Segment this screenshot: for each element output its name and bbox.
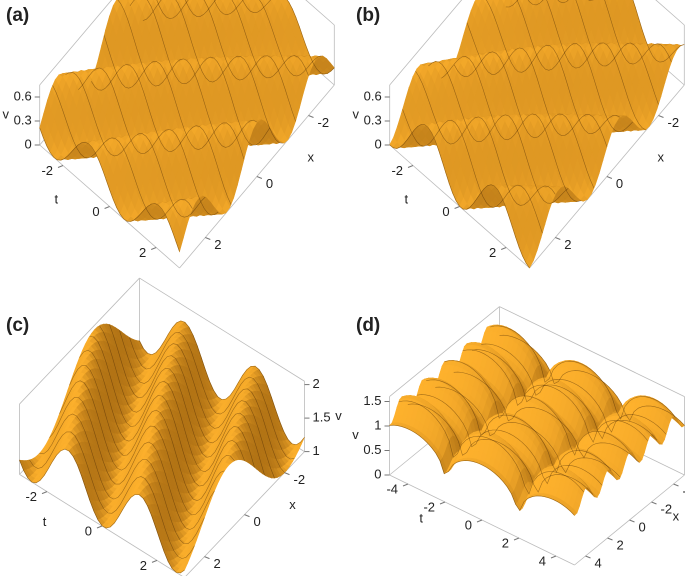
surface [39, 0, 335, 253]
panel-label: (a) [6, 5, 29, 26]
panel-label: (c) [6, 315, 29, 336]
x-tick-label: -2 [294, 472, 306, 487]
t-tick-label: -2 [25, 489, 37, 504]
tick [151, 247, 157, 250]
surface [389, 0, 685, 269]
tick [41, 491, 48, 495]
tick [658, 115, 664, 118]
x-tick-label: -2 [668, 115, 680, 130]
t-tick-label: 0 [92, 204, 99, 219]
v-tick-label: 0.3 [14, 112, 32, 127]
x-tick-label: -2 [318, 115, 330, 130]
v-tick-label: 1 [313, 443, 320, 458]
v-tick-label: 0 [374, 136, 381, 151]
x-tick-label: 0 [616, 176, 623, 191]
t-tick-label: 0 [442, 204, 449, 219]
t-tick-label: 0 [85, 523, 92, 538]
surface [388, 324, 685, 516]
x-tick-label: 2 [214, 237, 221, 252]
tick [606, 176, 613, 179]
panel: (c) 1 1.5 2 v -2 0 2 t -2 0 2 x [6, 277, 342, 576]
t-tick-label: -2 [41, 163, 53, 178]
tick [204, 556, 210, 560]
x-axis-label: x [657, 149, 664, 164]
tick [284, 472, 290, 476]
panel-label: (b) [356, 5, 380, 26]
t-tick-label: 2 [139, 245, 146, 260]
t-tick-label: 2 [140, 558, 147, 573]
v-tick-label: 0.6 [364, 88, 382, 103]
tick [104, 206, 110, 209]
v-tick-label: 2 [313, 376, 320, 391]
x-axis-label: x [307, 149, 314, 164]
tick [407, 165, 414, 168]
tick [57, 165, 64, 168]
tick [96, 525, 103, 529]
v-axis-label: v [2, 106, 9, 121]
tick [454, 206, 460, 209]
v-axis-label: v [352, 106, 359, 121]
tick [501, 247, 507, 250]
tick [555, 237, 561, 240]
box-edge [305, 0, 335, 26]
tick [205, 237, 211, 240]
tick [244, 514, 250, 518]
x-axis-label: x [289, 497, 296, 512]
x-tick-label: 0 [254, 514, 261, 529]
tick [308, 115, 314, 118]
v-axis-label: v [335, 408, 342, 423]
v-tick-label: 0.6 [14, 88, 32, 103]
box-edge [39, 0, 113, 86]
t-tick-label: 2 [489, 245, 496, 260]
t-axis-label: t [404, 191, 408, 206]
v-tick-label: 1.5 [313, 410, 331, 425]
v-tick-label: 0 [24, 136, 31, 151]
v-tick-label: 0.3 [364, 112, 382, 127]
t-axis-label: t [43, 514, 47, 529]
x-tick-label: 2 [214, 556, 221, 571]
tick [256, 176, 263, 179]
x-tick-label: 2 [564, 237, 571, 252]
x-tick-label: 0 [266, 176, 273, 191]
t-tick-label: -2 [391, 163, 403, 178]
tick [151, 559, 158, 563]
t-axis-label: t [54, 191, 58, 206]
